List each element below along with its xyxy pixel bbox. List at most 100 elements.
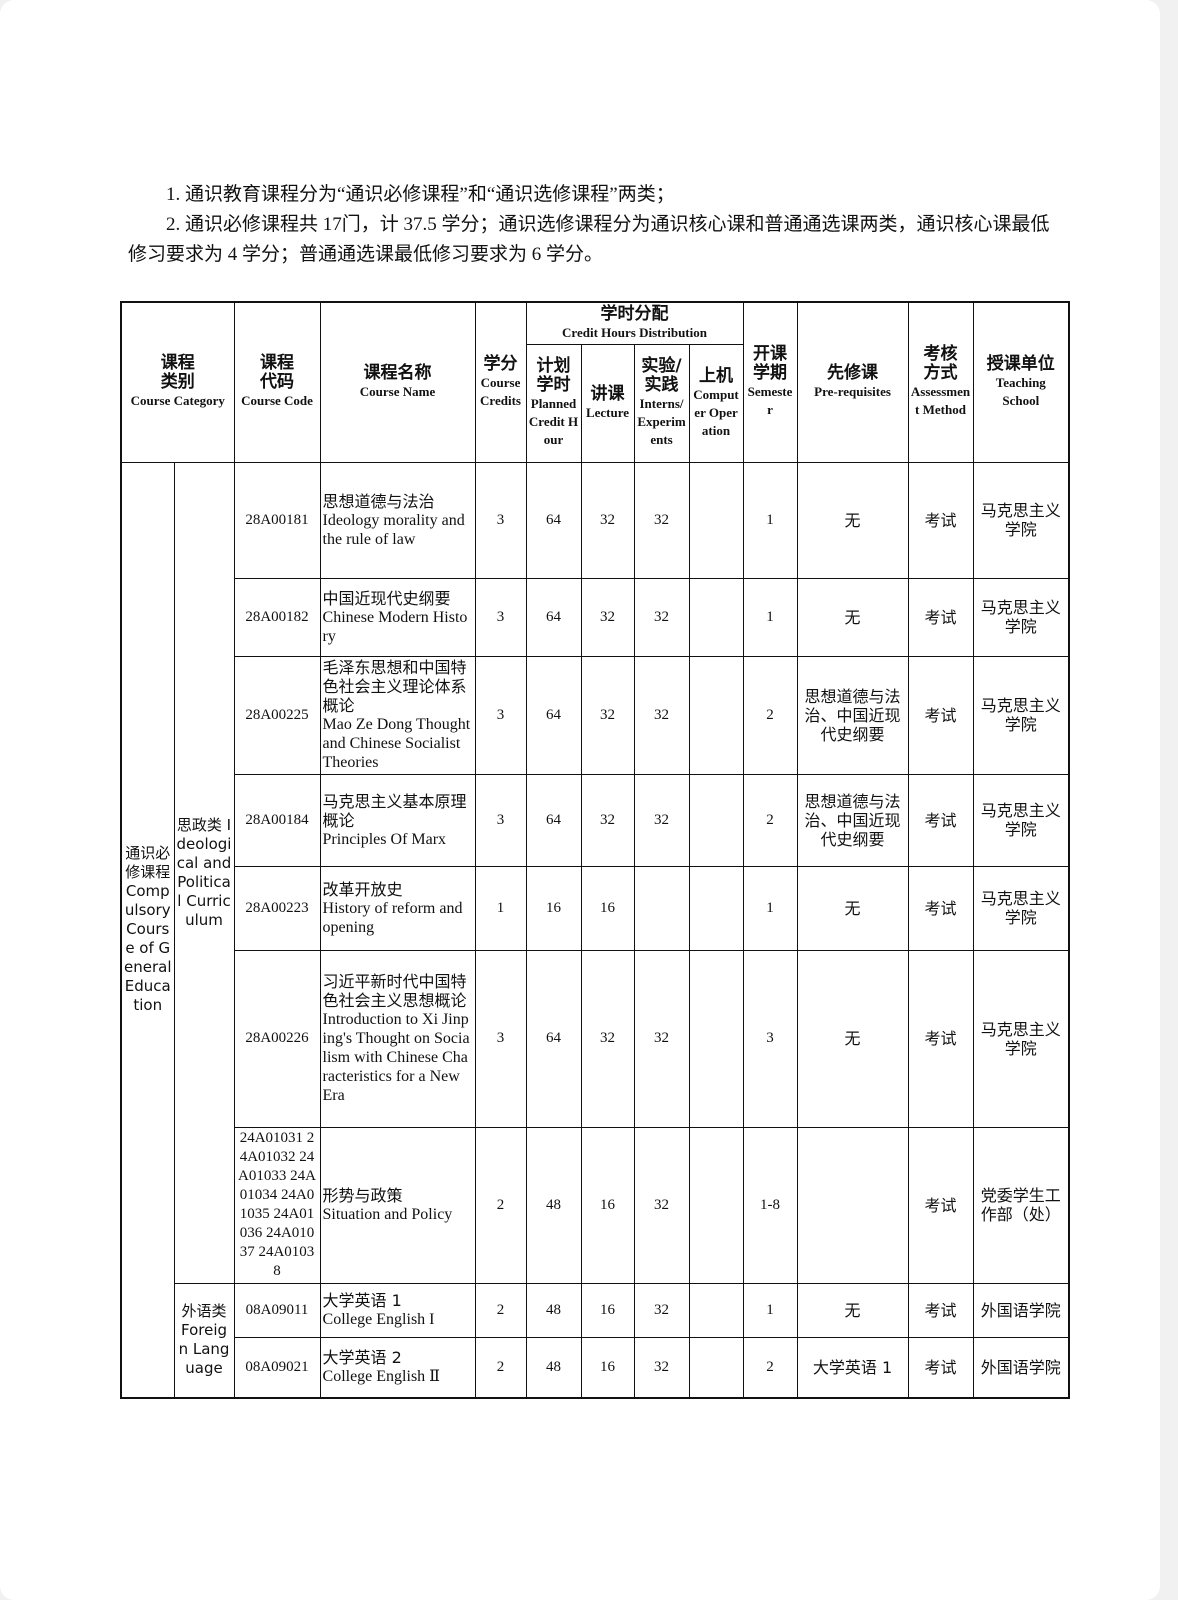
course-name-zh: 中国近现代史纲要 — [322, 588, 451, 608]
cell-interns — [633, 865, 690, 951]
cell-planned: 64 — [525, 577, 582, 657]
cell-planned: 64 — [525, 773, 582, 867]
cell-interns: 32 — [633, 949, 690, 1128]
cell-planned: 48 — [525, 1126, 582, 1284]
cell-credits: 3 — [474, 773, 527, 867]
cell-school: 马克思主义学院 — [972, 773, 1070, 867]
cell-planned: 48 — [525, 1282, 582, 1338]
cell-lecture: 32 — [580, 461, 635, 579]
table-row: 28A00226 习近平新时代中国特色社会主义思想概论 Introduction t… — [121, 949, 1070, 1128]
cell-school: 马克思主义学院 — [972, 949, 1070, 1128]
notes: 1. 通识教育课程分为“通识必修课程”和“通识选修课程”两类； 2. 通识必修课… — [128, 180, 1068, 270]
cell-assess: 考试 — [907, 1336, 974, 1399]
cell-semester: 2 — [742, 655, 798, 775]
cell-prereq: 无 — [796, 949, 909, 1128]
cell-interns: 32 — [633, 461, 690, 579]
cell-prereq: 无 — [796, 461, 909, 579]
course-code: 28A00226 — [233, 949, 321, 1128]
cell-credits: 2 — [474, 1126, 527, 1284]
cell-credits: 2 — [474, 1336, 527, 1399]
cell-semester: 1 — [742, 1282, 798, 1338]
course-name-zh: 大学英语 1 — [322, 1291, 402, 1310]
course-name-en: Chinese Modern History — [322, 608, 468, 645]
course-code: 28A00223 — [233, 865, 321, 951]
course-code: 24A01031 24A01032 24A01033 24A01034 24A0… — [233, 1126, 321, 1284]
header-assess: 考核方式 Assessment Method — [907, 301, 974, 463]
cell-interns: 32 — [633, 1282, 690, 1338]
cell-assess: 考试 — [907, 577, 974, 657]
table-row: 28A00182 中国近现代史纲要 Chinese Modern History 3 6… — [121, 577, 1070, 657]
course-name-en: Introduction to Xi Jinping's Thought on … — [322, 1011, 470, 1104]
cell-credits: 3 — [474, 949, 527, 1128]
course-name-en: College English I — [322, 1311, 435, 1328]
course-name-en: College English Ⅱ — [322, 1368, 441, 1386]
course-table: 课程类别 Course Category 课程代码 Course Code 课程名称… — [120, 301, 1071, 1399]
course-name-zh: 习近平新时代中国特色社会主义思想概论 — [322, 972, 467, 1010]
cell-assess: 考试 — [907, 1126, 974, 1284]
cell-semester: 2 — [742, 773, 798, 867]
cell-lecture: 16 — [580, 1336, 635, 1399]
cell-computer — [688, 577, 744, 657]
cell-school: 党委学生工作部（处） — [972, 1126, 1070, 1284]
cell-assess: 考试 — [907, 1282, 974, 1338]
course-name: 大学英语 1 College English I — [319, 1282, 476, 1338]
table-row: 28A00184 马克思主义基本原理概论 Principles Of Marx 3 64… — [121, 773, 1070, 867]
course-name-en: Situation and Policy — [322, 1206, 453, 1223]
cell-computer — [688, 865, 744, 951]
course-code: 08A09011 — [233, 1282, 321, 1338]
course-code: 28A00225 — [233, 655, 321, 775]
cell-computer — [688, 773, 744, 867]
course-name-en: Principles Of Marx — [322, 830, 447, 848]
cell-semester: 2 — [742, 1336, 798, 1399]
cell-semester: 1 — [742, 865, 798, 951]
cell-credits: 2 — [474, 1282, 527, 1338]
cell-lecture: 16 — [580, 1126, 635, 1284]
cell-computer — [688, 461, 744, 579]
cell-school: 马克思主义学院 — [972, 655, 1070, 775]
table-body: 通识必修课程 Compulsory Cours e of General Edu… — [120, 461, 1070, 1399]
table-row: 24A01031 24A01032 24A01033 24A01034 24A0… — [121, 1126, 1070, 1284]
header-interns: 实验/实践 Interns/Experiments — [633, 343, 690, 463]
cell-computer — [688, 1126, 744, 1284]
cell-computer — [688, 1282, 744, 1338]
category-main-cell: 通识必修课程 Compulsory Cours e of General Edu… — [120, 461, 175, 1399]
course-code: 28A00184 — [233, 773, 321, 867]
cell-planned: 16 — [525, 865, 582, 951]
cell-school: 马克思主义学院 — [972, 865, 1070, 951]
cell-school: 外国语学院 — [972, 1282, 1070, 1338]
cell-interns: 32 — [633, 1126, 690, 1284]
course-name-zh: 马克思主义基本原理概论 — [322, 791, 467, 830]
course-name-en: Mao Ze Dong Thought and Chinese Socialis… — [322, 716, 471, 771]
cell-lecture: 32 — [580, 949, 635, 1128]
course-name: 中国近现代史纲要 Chinese Modern History — [319, 577, 476, 657]
cell-semester: 1-8 — [742, 1126, 798, 1284]
cell-planned: 64 — [525, 655, 582, 775]
cell-school: 马克思主义学院 — [972, 577, 1070, 657]
cell-interns: 32 — [633, 655, 690, 775]
course-name-en: History of reform and opening — [322, 899, 463, 936]
cell-semester: 1 — [742, 461, 798, 579]
cell-prereq: 大学英语 1 — [796, 1336, 909, 1399]
cell-credits: 3 — [474, 461, 527, 579]
header-name: 课程名称 Course Name — [319, 301, 476, 463]
cell-assess: 考试 — [907, 655, 974, 775]
course-name-zh: 改革开放史 — [322, 879, 403, 899]
cell-prereq: 思想道德与法治、中国近现代史纲要 — [796, 655, 909, 775]
cell-computer — [688, 949, 744, 1128]
header-planned: 计划学时 Planned Credit Hour — [525, 343, 582, 463]
note-1: 1. 通识教育课程分为“通识必修课程”和“通识选修课程”两类； — [166, 184, 675, 205]
cell-lecture: 16 — [580, 865, 635, 951]
header-semester: 开课学期 Semester — [742, 301, 798, 463]
header-lecture: 讲课 Lecture — [580, 343, 635, 463]
cell-school: 马克思主义学院 — [972, 461, 1070, 579]
cell-planned: 48 — [525, 1336, 582, 1399]
course-name-zh: 毛泽东思想和中国特色社会主义理论体系概论 — [322, 658, 467, 715]
header-prereq: 先修课 Pre-requisites — [796, 301, 909, 463]
cell-planned: 64 — [525, 949, 582, 1128]
subcategory-cell: 思政类 Ideological and Political Curriculum — [173, 461, 235, 1284]
cell-assess: 考试 — [907, 773, 974, 867]
cell-prereq — [796, 1126, 909, 1284]
cell-assess: 考试 — [907, 949, 974, 1128]
cell-credits: 3 — [474, 577, 527, 657]
